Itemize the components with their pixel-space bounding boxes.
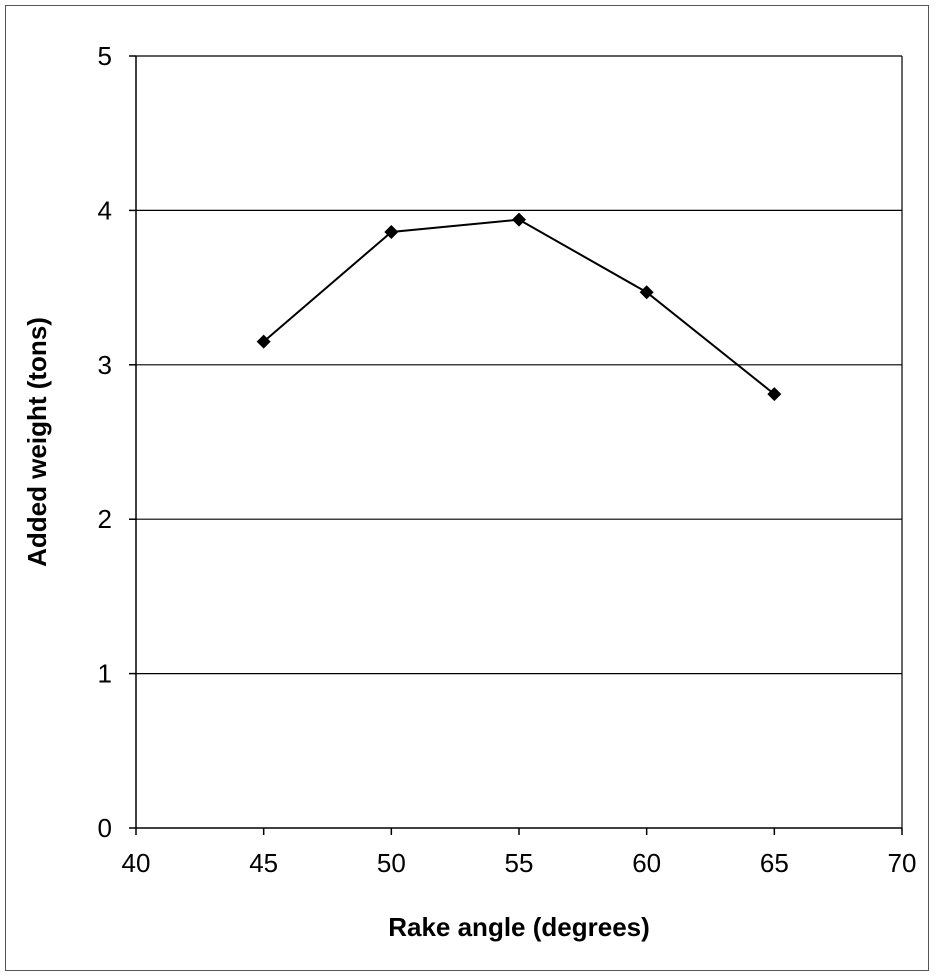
y-axis-ticks: 0 1 2 3 4 5 [98,41,136,843]
x-axis-title: Rake angle (degrees) [388,912,650,942]
data-point-50 [384,225,399,240]
x-tick-label-55: 55 [505,848,534,878]
x-tick-label-50: 50 [377,848,406,878]
x-tick-label-45: 45 [249,848,278,878]
y-axis-title: Added weight (tons) [22,317,52,567]
data-point-45 [256,334,271,349]
x-tick-label-70: 70 [888,848,917,878]
x-axis-ticks: 40 45 50 55 60 65 70 [122,828,917,878]
y-tick-label-5: 5 [98,41,112,71]
y-tick-label-1: 1 [98,659,112,689]
y-tick-label-3: 3 [98,350,112,380]
chart-frame [5,5,929,971]
data-point-60 [639,285,654,300]
data-point-65 [767,387,782,402]
series-line-0 [263,218,775,395]
data-point-55 [512,212,526,227]
axes [135,56,902,829]
y-tick-label-2: 2 [98,504,112,534]
data-series [256,212,782,402]
x-tick-label-40: 40 [122,848,151,878]
y-tick-label-0: 0 [98,813,112,843]
x-tick-label-60: 60 [632,848,661,878]
gridlines [136,55,903,828]
x-tick-label-65: 65 [760,848,789,878]
y-tick-label-4: 4 [98,195,112,225]
